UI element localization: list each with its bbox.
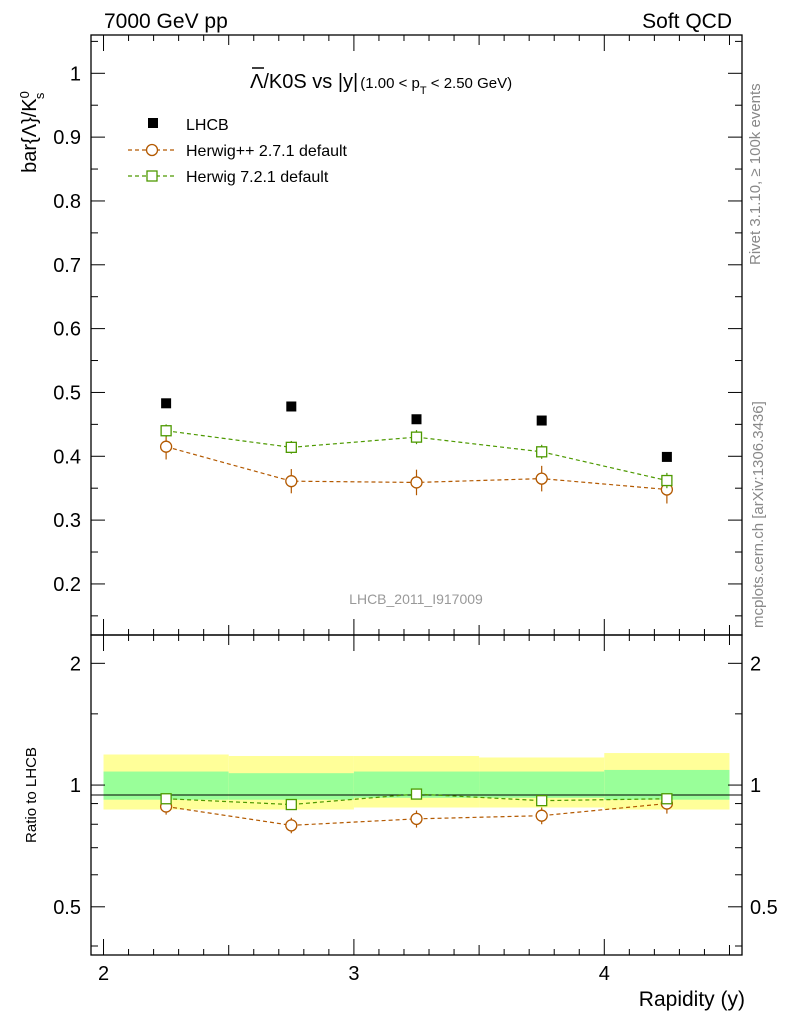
ratio-point-herwig7 [661,793,673,805]
ratio-point-herwig7 [160,793,172,805]
legend-marker-herwigpp [145,143,159,157]
title-main: /K0S vs |y| [263,71,358,93]
main-point-herwig7 [661,474,673,487]
main-point-herwig7 [160,425,172,437]
main-y-tick-label: 0.3 [53,510,81,532]
title-range-open: (1.00 < p [360,75,420,92]
main-y-tick-label: 0.2 [53,574,81,596]
main-point-lhcb [661,451,672,462]
ratio-y-tick-labels: 0.5 0.5 1 1 2 2 [53,653,778,918]
main-point-lhcb [161,398,172,409]
ratio-series-layer [159,788,674,834]
legend-label-herwig7: Herwig 7.2.1 default [186,169,329,186]
ratio-point-herwig7 [285,798,297,811]
main-y-tick-label: 0.4 [53,446,81,468]
ratio-panel: 0.5 0.5 1 1 2 2 2 3 4 Ratio to LHCB Rapidity (y… [23,634,778,1011]
ratio-point-herwigpp [535,809,548,822]
main-y-tick-label: 0.8 [53,191,81,213]
header-energy: 7000 GeV pp [104,10,228,33]
main-point-herwigpp [285,475,298,488]
ratio-y-ticks [91,662,742,947]
main-point-herwigpp [159,440,173,453]
analysis-watermark: LHCB_2011_I917009 [349,591,483,607]
main-y-tick-label: 0.6 [53,319,81,341]
mcplots-label: mcplots.cern.ch [arXiv:1306.3436] [750,401,767,628]
main-point-herwig7 [536,446,548,458]
ratio-band-inner [228,773,354,800]
main-point-herwigpp [410,476,423,489]
main-x-ticks [103,35,730,635]
ratio-frame [90,634,743,956]
main-series-line [166,430,668,482]
ratio-y-tick-label: 2 [70,653,81,675]
x-tick-label: 3 [348,963,359,985]
title-lambda: Λ [250,71,264,93]
main-point-herwigpp [535,472,548,485]
ratio-y-tick-label-right: 1 [750,775,761,797]
ratio-point-herwigpp [285,819,298,832]
main-series-layer [159,398,674,504]
header-category: Soft QCD [642,10,732,33]
main-y-ticks [91,40,742,617]
ratio-point-herwig7 [410,788,423,800]
ratio-y-axis-label: Ratio to LHCB [23,747,40,843]
main-y-tick-label: 0.7 [53,255,81,277]
title-range-sub: T [420,85,427,97]
ratio-y-tick-label-right: 2 [750,653,761,675]
main-y-axis-label-main: bar{Λ}/K [19,98,41,173]
main-point-lhcb [536,415,547,426]
ratio-band-inner [479,771,605,798]
main-point-herwig7 [285,441,297,453]
legend-marker-herwig7 [146,170,158,182]
main-y-tick-labels: 0.2 0.3 0.4 0.5 0.6 0.7 0.8 0.9 1 [53,63,81,596]
ratio-y-tick-label: 0.5 [53,897,81,919]
main-y-axis-label-sub: s [32,92,47,99]
ratio-x-ticks [103,635,730,955]
ratio-series-line [166,802,667,826]
ratio-y-tick-label: 1 [70,775,81,797]
ratio-y-tick-label-right: 0.5 [750,897,778,919]
main-y-axis-label-sup: 0 [17,91,32,98]
x-tick-label: 4 [599,963,610,985]
rivet-label: Rivet 3.1.10, ≥ 100k events [747,83,764,265]
main-y-tick-label: 1 [70,63,81,85]
main-y-axis-label: bar{Λ}/K0s [17,91,47,173]
x-axis-label: Rapidity (y) [639,988,745,1011]
x-tick-label: 2 [98,963,109,985]
legend-label-lhcb: LHCB [186,117,229,134]
legend: LHCB Herwig++ 2.7.1 default Herwig 7.2.1… [128,117,348,186]
title-range-close: < 2.50 GeV) [427,75,512,92]
main-y-tick-label: 0.9 [53,127,81,149]
main-point-lhcb [411,414,422,425]
legend-label-herwigpp: Herwig++ 2.7.1 default [186,143,348,160]
main-point-herwig7 [410,431,423,443]
main-panel: 0.2 0.3 0.4 0.5 0.6 0.7 0.8 0.9 1 bar{Λ}/K0s Λ/K… [17,34,743,636]
ratio-point-herwigpp [410,812,423,825]
ratio-bands [103,753,730,810]
plot-title: Λ/K0S vs |y| (1.00 < pT < 2.50 GeV) [250,71,512,97]
main-y-tick-label: 0.5 [53,382,81,404]
main-point-lhcb [286,401,297,412]
ratio-point-herwig7 [536,795,548,807]
legend-marker-lhcb [148,118,158,128]
ratio-x-tick-labels: 2 3 4 [98,963,610,985]
